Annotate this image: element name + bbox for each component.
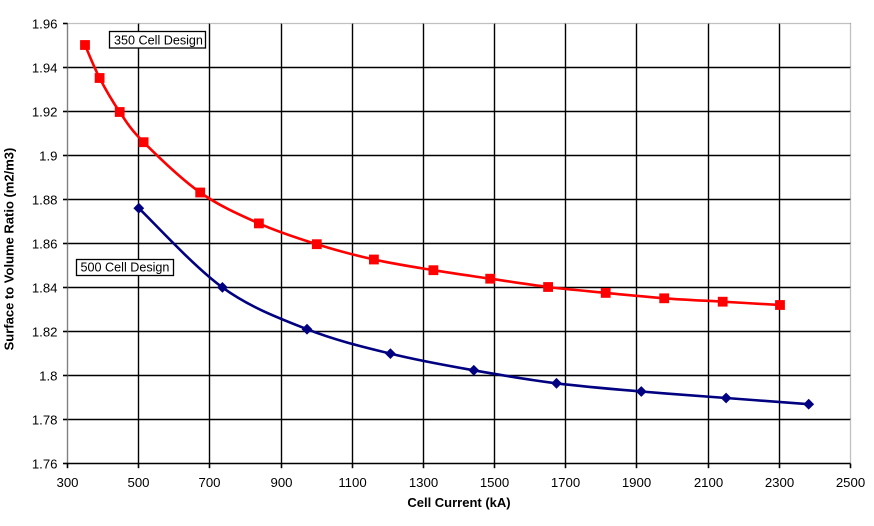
svg-text:Surface to Volume Ratio (m2/m3: Surface to Volume Ratio (m2/m3) bbox=[2, 148, 17, 351]
svg-text:1.88: 1.88 bbox=[32, 192, 58, 207]
svg-text:1300: 1300 bbox=[409, 475, 438, 490]
svg-text:1.96: 1.96 bbox=[32, 16, 58, 31]
svg-text:1.82: 1.82 bbox=[32, 324, 58, 339]
svg-text:2300: 2300 bbox=[765, 475, 794, 490]
svg-text:1100: 1100 bbox=[338, 475, 366, 490]
svg-text:500 Cell Design: 500 Cell Design bbox=[81, 261, 170, 275]
svg-text:1700: 1700 bbox=[551, 475, 580, 490]
svg-text:1.84: 1.84 bbox=[32, 280, 58, 295]
svg-text:1.8: 1.8 bbox=[39, 368, 57, 383]
svg-text:2500: 2500 bbox=[836, 475, 865, 490]
svg-text:1500: 1500 bbox=[480, 475, 509, 490]
svg-text:1.9: 1.9 bbox=[39, 148, 57, 163]
svg-text:1900: 1900 bbox=[622, 475, 651, 490]
svg-text:1.76: 1.76 bbox=[32, 456, 58, 471]
svg-text:1.86: 1.86 bbox=[32, 236, 58, 251]
svg-text:1.78: 1.78 bbox=[32, 412, 58, 427]
svg-text:500: 500 bbox=[127, 475, 149, 490]
svg-text:2100: 2100 bbox=[694, 475, 723, 490]
svg-text:350 Cell Design: 350 Cell Design bbox=[114, 33, 203, 47]
svg-text:300: 300 bbox=[56, 475, 78, 490]
svg-text:1.94: 1.94 bbox=[32, 60, 58, 75]
svg-text:1.92: 1.92 bbox=[32, 104, 58, 119]
svg-text:700: 700 bbox=[198, 475, 220, 490]
svg-text:Cell Current (kA): Cell Current (kA) bbox=[407, 495, 510, 510]
svg-text:900: 900 bbox=[270, 475, 292, 490]
